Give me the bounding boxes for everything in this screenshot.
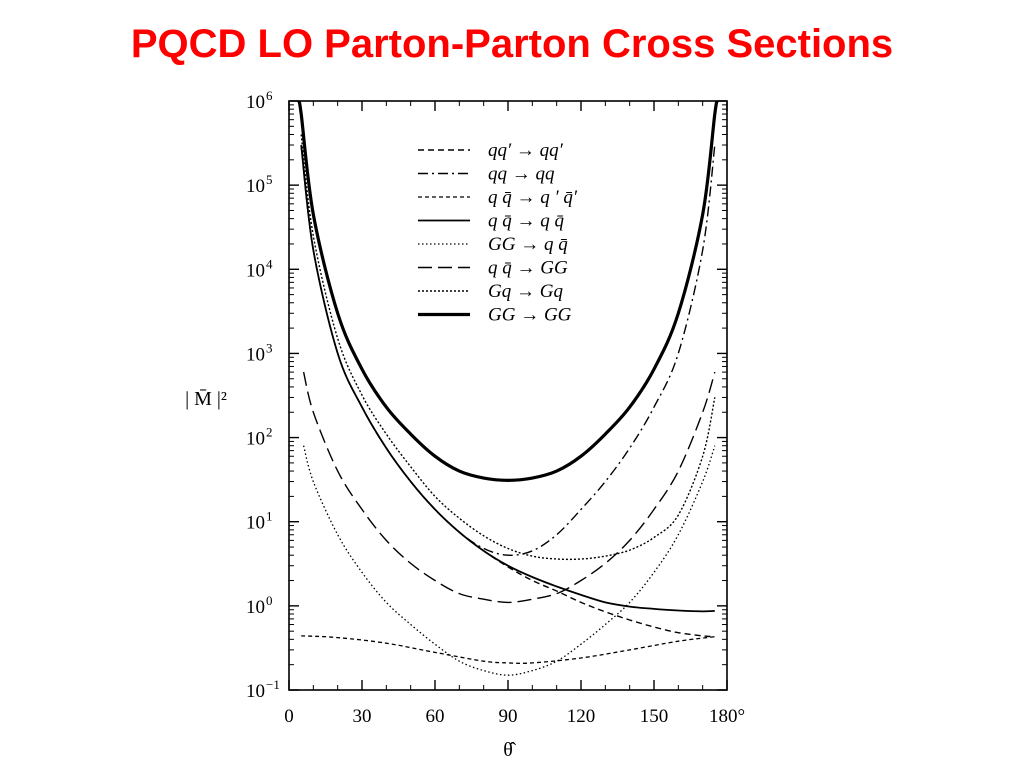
series-line-2: [300, 144, 716, 556]
y-tick-label-exp: 5: [266, 172, 273, 187]
legend-label-3: q q̄ → q ′ q̄′: [488, 187, 578, 208]
x-tick-label: 150: [640, 706, 669, 727]
legend-label-1: qq′ → qq′: [488, 140, 564, 161]
y-tick-label-exp: 0: [266, 593, 273, 608]
y-tick-label-exp: 4: [266, 256, 273, 271]
y-tick-label-exp: −1: [266, 677, 280, 692]
y-tick-label-base: 10: [246, 92, 265, 113]
x-tick-label: 0: [284, 706, 294, 727]
series-line-7: [300, 134, 716, 561]
axis-labels: | M̄ |² θ̂: [185, 388, 517, 761]
y-tick-label-exp: 3: [266, 340, 273, 355]
x-tick-label: 60: [426, 706, 445, 727]
series-line-6: [302, 371, 716, 604]
x-axis-label: θ̂: [503, 739, 517, 761]
legend: qq′ → qq′ qq → qqq q̄ → q ′ q̄′ q q̄ → q q…: [418, 140, 578, 326]
y-tick-label-base: 10: [246, 344, 265, 365]
legend-label-6: q q̄ → GG: [488, 258, 568, 279]
legend-label-5: GG → q q̄: [488, 234, 568, 255]
series-line-5: [302, 445, 716, 676]
legend-label-4: q q̄ → q q̄: [488, 211, 565, 232]
series-line-3: [301, 635, 715, 664]
x-tick-label: 120: [567, 706, 596, 727]
legend-label-7: Gq → Gq: [488, 281, 563, 302]
curves: [297, 101, 719, 676]
y-tick-label-base: 10: [246, 513, 265, 534]
y-tick-label-base: 10: [246, 681, 265, 702]
series-line-8: [297, 101, 719, 483]
slide-title: PQCD LO Parton-Parton Cross Sections: [130, 22, 894, 66]
axis-ticks: 10 610 510 410 310 210 110 010 −10 30 60 90 120 150 18…: [246, 88, 745, 727]
y-tick-label-exp: 6: [266, 88, 273, 103]
y-tick-label-base: 10: [246, 597, 265, 618]
y-axis-label: | M̄ |²: [185, 388, 227, 410]
legend-label-8: GG → GG: [488, 305, 572, 326]
y-tick-label-base: 10: [246, 260, 265, 281]
y-tick-label-exp: 2: [266, 425, 273, 440]
legend-label-2: qq → qq: [488, 164, 555, 185]
y-tick-label-base: 10: [246, 429, 265, 450]
x-tick-label: 30: [353, 706, 372, 727]
x-tick-label: 90: [499, 706, 518, 727]
series-line-4: [300, 144, 715, 613]
y-tick-label-base: 10: [246, 176, 265, 197]
x-tick-label: 180°: [709, 706, 745, 727]
y-tick-label-exp: 1: [266, 509, 273, 524]
